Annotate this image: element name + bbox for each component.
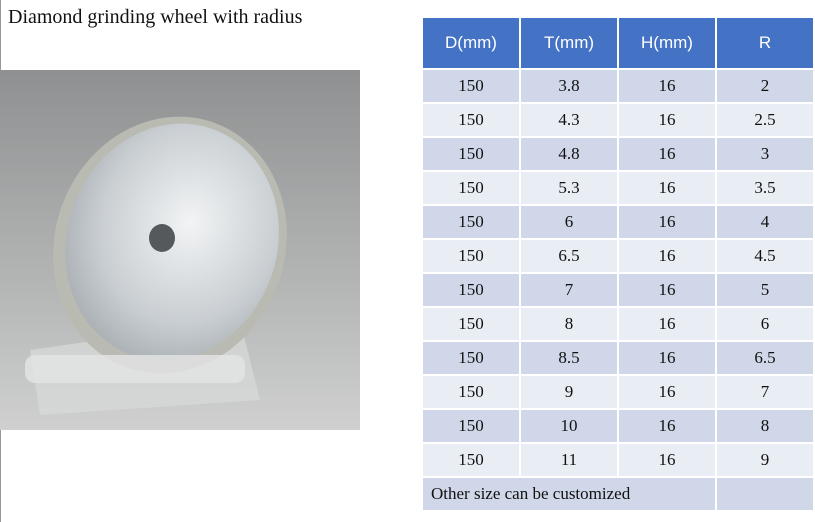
table-body: 150 3.8 16 2 150 4.3 16 2.5 150 4.8 16 3 150 5.3 16 3.5…: [421, 68, 815, 512]
table-cell: 9: [715, 442, 815, 478]
table-cell: 10: [519, 408, 619, 444]
table-cell: 7: [715, 374, 815, 410]
table-cell: 4.5: [715, 238, 815, 274]
table-cell: 5.3: [519, 170, 619, 206]
table-cell: 150: [421, 204, 521, 240]
table-cell: 16: [617, 102, 717, 138]
table-cell: 16: [617, 340, 717, 376]
header-row: D(mm) T(mm) H(mm) R: [421, 16, 815, 70]
table-cell: 6: [715, 306, 815, 342]
table-cell: 4: [715, 204, 815, 240]
table-cell: 4.8: [519, 136, 619, 172]
table-cell: 8.5: [519, 340, 619, 376]
table-row: 150 8 16 6: [421, 306, 815, 342]
table-cell: 150: [421, 442, 521, 478]
table-cell: 150: [421, 306, 521, 342]
table-cell: 150: [421, 136, 521, 172]
table-cell: 16: [617, 442, 717, 478]
table-row: 150 5.3 16 3.5: [421, 170, 815, 206]
table-cell: 4.3: [519, 102, 619, 138]
table-cell: 11: [519, 442, 619, 478]
table-cell: 3: [715, 136, 815, 172]
table-cell: 7: [519, 272, 619, 308]
table-row: 150 4.3 16 2.5: [421, 102, 815, 138]
spec-table: D(mm) T(mm) H(mm) R 150 3.8 16 2 150 4.3 16 2.5 150…: [421, 16, 815, 512]
table-cell: 3.5: [715, 170, 815, 206]
table-cell: 16: [617, 68, 717, 104]
table-cell: 6.5: [519, 238, 619, 274]
table-cell: 16: [617, 374, 717, 410]
column-header: D(mm): [421, 16, 521, 70]
table-row: 150 6.5 16 4.5: [421, 238, 815, 274]
table-cell: 150: [421, 272, 521, 308]
table-row: 150 10 16 8: [421, 408, 815, 444]
table-row: 150 3.8 16 2: [421, 68, 815, 104]
table-cell: 150: [421, 102, 521, 138]
table-cell: 16: [617, 170, 717, 206]
table-row: 150 9 16 7: [421, 374, 815, 410]
column-header: T(mm): [519, 16, 619, 70]
table-cell: 16: [617, 408, 717, 444]
table-cell: 16: [617, 204, 717, 240]
product-photo: [0, 70, 360, 430]
table-cell: 8: [715, 408, 815, 444]
table-cell: 16: [617, 272, 717, 308]
table-row: 150 6 16 4: [421, 204, 815, 240]
table-cell: 150: [421, 408, 521, 444]
table-cell: 16: [617, 238, 717, 274]
table-cell: 150: [421, 374, 521, 410]
table-row: 150 8.5 16 6.5: [421, 340, 815, 376]
table-cell: 9: [519, 374, 619, 410]
note-cell: Other size can be customized: [421, 476, 717, 512]
table-cell: 2.5: [715, 102, 815, 138]
table-cell: 16: [617, 136, 717, 172]
table-cell: 6: [519, 204, 619, 240]
column-header: H(mm): [617, 16, 717, 70]
empty-cell: [715, 476, 815, 512]
table-cell: 6.5: [715, 340, 815, 376]
column-header: R: [715, 16, 815, 70]
table-row: 150 4.8 16 3: [421, 136, 815, 172]
table-cell: 8: [519, 306, 619, 342]
note-row: Other size can be customized: [421, 476, 815, 512]
table-cell: 5: [715, 272, 815, 308]
table-cell: 2: [715, 68, 815, 104]
table-cell: 150: [421, 68, 521, 104]
table-row: 150 11 16 9: [421, 442, 815, 478]
table-cell: 150: [421, 170, 521, 206]
page-title: Diamond grinding wheel with radius: [8, 6, 303, 28]
table-cell: 3.8: [519, 68, 619, 104]
table-row: 150 7 16 5: [421, 272, 815, 308]
table-cell: 150: [421, 340, 521, 376]
table-cell: 150: [421, 238, 521, 274]
table-cell: 16: [617, 306, 717, 342]
